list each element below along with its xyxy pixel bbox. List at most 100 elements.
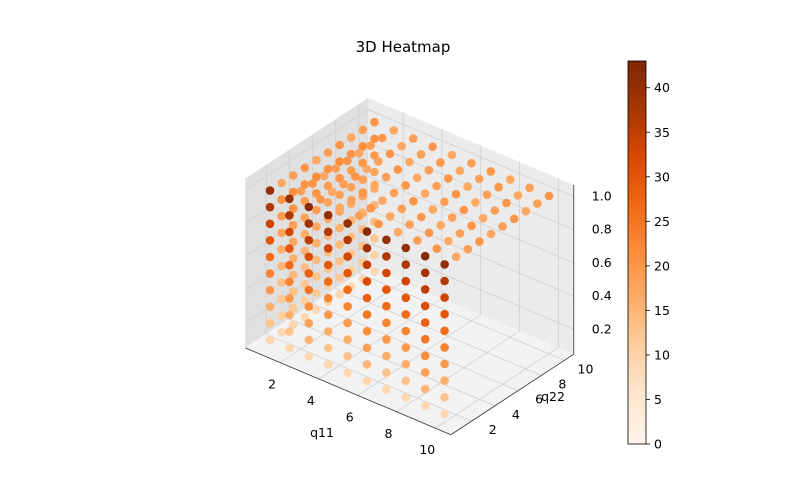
data-point (304, 235, 314, 245)
data-point (312, 288, 321, 298)
data-point (312, 205, 321, 215)
data-point (343, 268, 352, 278)
data-point (381, 172, 391, 182)
data-point (362, 293, 372, 303)
data-point (335, 290, 344, 299)
chart-title: 3D Heatmap (356, 38, 451, 56)
data-point (304, 285, 314, 295)
data-point (288, 303, 298, 313)
data-point (405, 157, 414, 167)
data-point (397, 141, 406, 151)
data-point (370, 180, 379, 190)
data-point (343, 285, 352, 295)
data-point (358, 175, 368, 184)
data-point (370, 234, 379, 243)
data-point (420, 189, 430, 198)
data-point (486, 167, 496, 176)
data-point (525, 183, 534, 193)
data-point (370, 117, 379, 127)
data-point (440, 197, 449, 207)
y-tick-label: 10 (578, 361, 594, 376)
y-tick-label: 4 (512, 407, 520, 422)
z-tick-label: 0.2 (592, 321, 612, 336)
data-point (432, 181, 441, 191)
data-point (440, 343, 449, 352)
grid-line-y (312, 134, 519, 392)
data-point (401, 181, 410, 190)
data-point (420, 268, 430, 278)
data-point (393, 227, 403, 237)
data-point (304, 219, 314, 228)
data-point (265, 186, 275, 195)
data-point (343, 235, 352, 245)
x-tick-label: 8 (385, 426, 393, 441)
data-point (285, 310, 294, 320)
x-tick-label: 4 (307, 393, 315, 408)
data-point (323, 327, 333, 336)
data-point (323, 148, 333, 157)
data-point (343, 318, 352, 328)
x-tick-label: 2 (268, 377, 276, 392)
grid-line-y (265, 164, 472, 422)
y-axis-line (450, 353, 575, 436)
data-point (265, 335, 275, 345)
axis-lines (245, 184, 575, 436)
y-tick-label: 8 (558, 377, 566, 392)
data-point (288, 220, 298, 230)
data-point (323, 293, 333, 303)
data-point (451, 189, 461, 199)
data-point (362, 360, 372, 369)
grid-line-x (396, 161, 520, 413)
data-point (346, 182, 356, 192)
data-point (304, 352, 314, 361)
data-point (393, 165, 403, 174)
data-point (463, 244, 473, 254)
data-point (401, 326, 411, 336)
data-point (335, 223, 344, 233)
data-point (350, 172, 360, 181)
data-point (288, 270, 298, 280)
colorbar-tick-label: 5 (654, 392, 662, 407)
data-point (288, 237, 298, 247)
data-point (335, 256, 344, 266)
data-point (401, 260, 411, 269)
data-point (343, 252, 352, 261)
data-point (285, 227, 294, 237)
data-point (308, 179, 317, 188)
data-point (285, 260, 294, 270)
data-point (459, 205, 469, 215)
data-point (440, 309, 449, 319)
data-point (385, 212, 395, 221)
data-point (323, 164, 333, 174)
data-point (285, 194, 294, 204)
data-point (265, 285, 275, 295)
data-point (424, 165, 434, 175)
z-tick-label: 0.8 (592, 222, 612, 237)
data-point (304, 202, 314, 212)
data-point (428, 205, 438, 214)
data-point (420, 251, 430, 261)
data-point (277, 211, 286, 221)
data-point (312, 255, 321, 265)
data-point (277, 311, 286, 321)
data-point (339, 179, 348, 189)
colorbar-tick-label: 0 (654, 437, 662, 452)
data-point (382, 235, 391, 245)
data-point (397, 204, 407, 214)
data-point (436, 220, 445, 230)
data-point (277, 328, 286, 337)
data-point (319, 171, 329, 181)
data-point (323, 210, 333, 220)
grid-line-z (244, 109, 574, 197)
data-point (408, 134, 418, 143)
data-point (288, 287, 298, 296)
data-point (382, 318, 391, 328)
colorbar-tick-label: 35 (654, 125, 670, 140)
data-point (467, 158, 476, 168)
data-point (413, 236, 422, 245)
data-point (358, 188, 368, 197)
y-tick-label: 6 (535, 392, 543, 407)
data-point (447, 150, 457, 160)
